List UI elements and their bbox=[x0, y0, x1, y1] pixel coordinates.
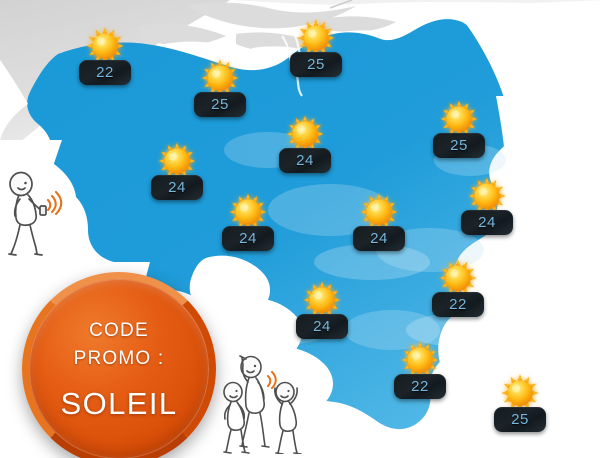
temperature-badge: 24 bbox=[296, 314, 348, 339]
temperature-badge: 24 bbox=[461, 210, 513, 235]
sun-icon bbox=[86, 27, 124, 65]
sun-icon bbox=[229, 193, 267, 231]
stick-figure-group bbox=[223, 355, 302, 454]
station-charleroi[interactable]: 24 bbox=[287, 280, 357, 346]
temperature-badge: 24 bbox=[151, 175, 203, 200]
station-marche[interactable]: 22 bbox=[423, 258, 493, 324]
temperature-badge: 22 bbox=[394, 374, 446, 399]
promo-line-1: CODE bbox=[89, 319, 149, 341]
temperature-badge: 24 bbox=[279, 148, 331, 173]
station-arlon[interactable]: 25 bbox=[485, 373, 555, 439]
promo-line-2: PROMO : bbox=[73, 348, 165, 369]
temperature-badge: 22 bbox=[432, 292, 484, 317]
station-brussel[interactable]: 24 bbox=[270, 114, 340, 180]
promo-code-button[interactable]: CODE PROMO : SOLEIL bbox=[22, 272, 216, 458]
station-kortrijk[interactable]: 24 bbox=[142, 141, 212, 207]
sun-icon bbox=[501, 374, 539, 412]
station-gent[interactable]: 25 bbox=[185, 58, 255, 124]
station-bouillon[interactable]: 22 bbox=[385, 340, 455, 406]
temperature-badge: 25 bbox=[290, 52, 342, 77]
sun-icon bbox=[439, 259, 477, 297]
temperature-badge: 24 bbox=[353, 226, 405, 251]
temperature-badge: 24 bbox=[222, 226, 274, 251]
temperature-badge: 25 bbox=[194, 92, 246, 117]
station-liege[interactable]: 24 bbox=[452, 176, 522, 242]
temperature-badge: 25 bbox=[433, 133, 485, 158]
promo-code-value: SOLEIL bbox=[60, 385, 178, 421]
sun-icon bbox=[401, 341, 439, 379]
station-ostende[interactable]: 22 bbox=[70, 26, 140, 92]
station-antwerpen[interactable]: 25 bbox=[281, 18, 351, 84]
temperature-badge: 22 bbox=[79, 60, 131, 85]
signal-waves-icon bbox=[267, 371, 277, 389]
sun-icon bbox=[468, 177, 506, 215]
signal-waves-icon bbox=[46, 190, 63, 216]
station-namur[interactable]: 24 bbox=[344, 192, 414, 258]
temperature-badge: 25 bbox=[494, 407, 546, 432]
sun-icon bbox=[440, 100, 478, 138]
station-hasselt[interactable]: 25 bbox=[424, 99, 494, 165]
stick-figure-with-signal bbox=[8, 171, 63, 256]
sun-icon bbox=[303, 281, 341, 319]
station-mons[interactable]: 24 bbox=[213, 192, 283, 258]
